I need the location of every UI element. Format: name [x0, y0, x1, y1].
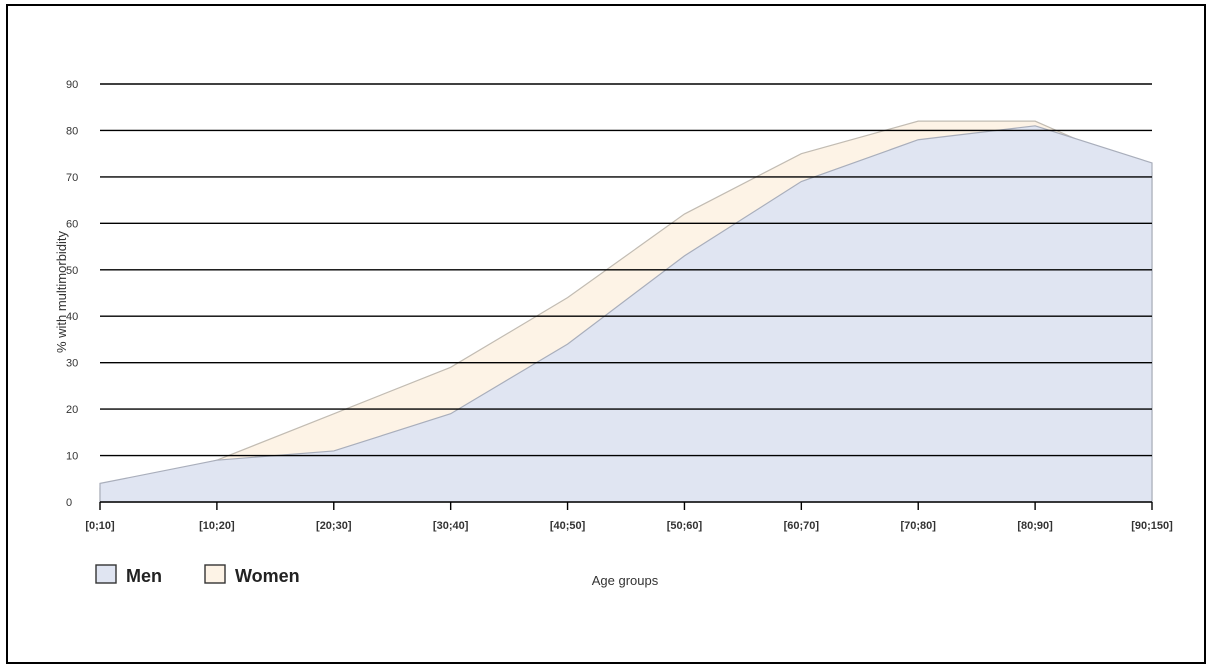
x-tick-labels: [0;10] [10;20] [20;30] [30;40] [40;50] [50;60…	[85, 520, 1173, 532]
x-tick-1: [10;20]	[199, 520, 235, 532]
x-tick-8: [80;90]	[1017, 520, 1053, 532]
x-tick-9: [90;150]	[1131, 520, 1173, 532]
legend-swatch-women	[205, 565, 225, 583]
x-tick-4: [40;50]	[550, 520, 586, 532]
y-tick-90: 90	[66, 79, 78, 91]
y-tick-80: 80	[66, 125, 78, 137]
axes	[100, 502, 1152, 510]
y-tick-20: 20	[66, 404, 78, 416]
y-tick-60: 60	[66, 218, 78, 230]
area-layer	[100, 121, 1152, 502]
y-tick-0: 0	[66, 497, 72, 509]
y-tick-70: 70	[66, 172, 78, 184]
x-tick-7: [70;80]	[900, 520, 936, 532]
legend: Men Women	[96, 565, 300, 586]
x-axis-label: Age groups	[592, 573, 659, 588]
y-tick-10: 10	[66, 451, 78, 463]
x-tick-6: [60;70]	[784, 520, 820, 532]
y-axis-label: % with multimorbidity	[54, 230, 69, 353]
x-tick-2: [20;30]	[316, 520, 352, 532]
legend-label-women: Women	[235, 566, 300, 586]
x-tick-5: [50;60]	[667, 520, 703, 532]
legend-swatch-men	[96, 565, 116, 583]
x-tick-3: [30;40]	[433, 520, 469, 532]
legend-label-men: Men	[126, 566, 162, 586]
x-tick-0: [0;10]	[85, 520, 115, 532]
y-tick-30: 30	[66, 358, 78, 370]
